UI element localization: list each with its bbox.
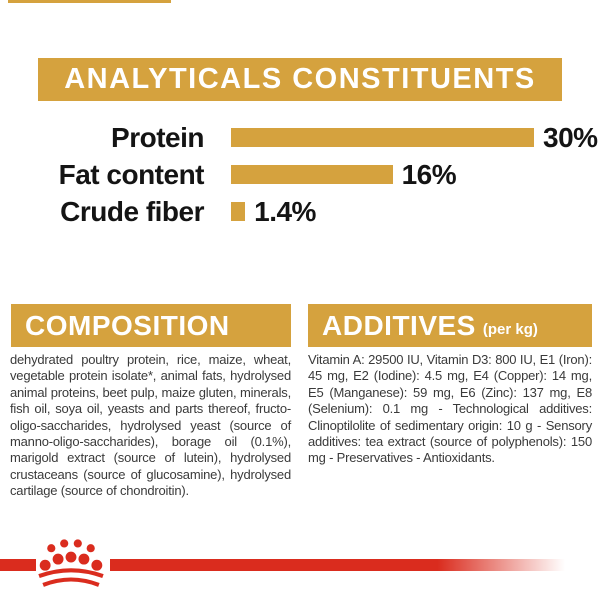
chart-value-label: 30% [543, 121, 598, 153]
composition-header-label: COMPOSITION [25, 309, 230, 341]
analyticals-bar-chart: Protein 30% Fat content 16% Crude fiber 1.4% [0, 119, 600, 230]
footer-line-left [0, 559, 36, 571]
additives-header-unit: (per kg) [482, 321, 538, 338]
chart-value-label: 16% [401, 158, 457, 190]
footer-line-right [110, 559, 565, 571]
chart-bar [231, 128, 534, 147]
additives-text: Vitamin A: 29500 IU, Vitamin D3: 800 IU,… [308, 352, 592, 466]
composition-text: dehydrated poultry protein, rice, maize,… [10, 352, 291, 499]
chart-bar [231, 202, 246, 221]
chart-row-label: Crude fiber [60, 195, 204, 227]
composition-header: COMPOSITION [11, 304, 291, 347]
chart-row-fat-content: Fat content 16% [0, 156, 600, 193]
chart-row-crude-fiber: Crude fiber 1.4% [0, 193, 600, 230]
chart-bar [231, 165, 393, 184]
top-edge-strip [8, 0, 171, 3]
additives-header: ADDITIVES (per kg) [308, 304, 592, 347]
chart-row-label: Fat content [58, 158, 205, 190]
chart-value-label: 1.4% [254, 195, 316, 227]
royal-canin-crown-icon [38, 539, 104, 587]
analyticals-header: ANALYTICALS CONSTITUENTS [38, 58, 562, 101]
additives-header-label: ADDITIVES [322, 309, 476, 341]
chart-row-label: Protein [111, 121, 204, 153]
analyticals-header-label: ANALYTICALS CONSTITUENTS [64, 63, 536, 95]
chart-row-protein: Protein 30% [0, 119, 600, 156]
